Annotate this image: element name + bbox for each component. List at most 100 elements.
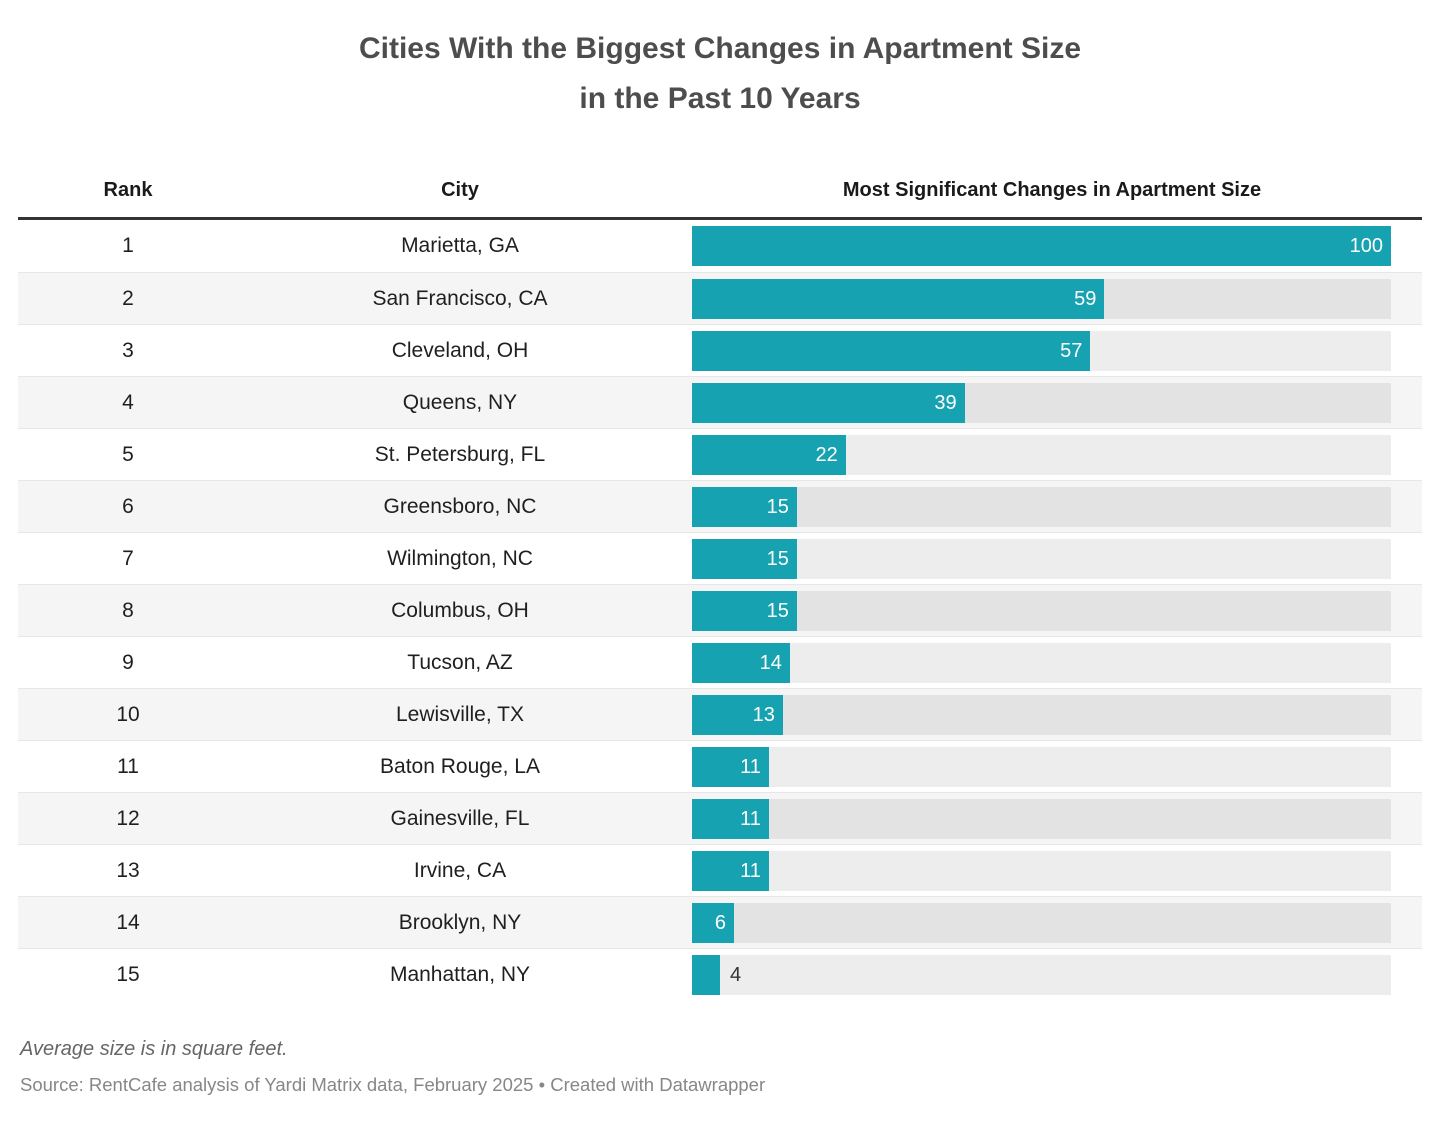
bar-track: 6 xyxy=(692,902,1391,943)
bar-track: 39 xyxy=(692,382,1391,423)
bar-track: 13 xyxy=(692,694,1391,735)
ranking-table: Rank City Most Significant Changes in Ap… xyxy=(18,124,1422,1000)
city-cell: Marietta, GA xyxy=(401,234,519,257)
rank-cell: 9 xyxy=(122,650,134,674)
bar-track: 15 xyxy=(692,590,1391,631)
rank-cell: 2 xyxy=(122,286,134,310)
bar-fill: 39 xyxy=(692,382,965,423)
table-row: 14 Brooklyn, NY 6 xyxy=(18,896,1422,948)
bar-track: 22 xyxy=(692,434,1391,475)
bar-track: 15 xyxy=(692,486,1391,527)
table-row: 4 Queens, NY 39 xyxy=(18,376,1422,428)
title-line-1: Cities With the Biggest Changes in Apart… xyxy=(358,32,1082,65)
table-row: 11 Baton Rouge, LA 11 xyxy=(18,740,1422,792)
bar-value-label: 39 xyxy=(934,391,957,414)
table-header-row: Rank City Most Significant Changes in Ap… xyxy=(18,124,1422,220)
city-cell: Greensboro, NC xyxy=(383,494,537,518)
rank-cell: 5 xyxy=(122,442,134,466)
bar-fill: 14 xyxy=(692,642,790,683)
bar-track: 15 xyxy=(692,538,1391,579)
title-line-2: in the Past 10 Years xyxy=(579,82,861,115)
bar-track: 11 xyxy=(692,850,1391,891)
city-cell: Cleveland, OH xyxy=(391,338,529,362)
bar-value-label: 100 xyxy=(1349,235,1383,257)
bar-track: 14 xyxy=(692,642,1391,683)
city-cell: Wilmington, NC xyxy=(387,546,533,570)
bar-fill xyxy=(692,954,720,995)
chart-source: Source: RentCafe analysis of Yardi Matri… xyxy=(20,1074,766,1095)
column-header-rank: Rank xyxy=(103,179,153,201)
bar-value-label: 13 xyxy=(752,703,775,726)
bar-track: 59 xyxy=(692,278,1391,319)
bar-fill: 59 xyxy=(692,278,1105,319)
rank-cell: 11 xyxy=(117,754,139,778)
bar-value-label: 59 xyxy=(1074,287,1097,310)
city-cell: St. Petersburg, FL xyxy=(374,442,546,466)
city-cell: San Francisco, CA xyxy=(372,286,548,310)
bar-value-label: 14 xyxy=(759,651,782,674)
city-cell: Brooklyn, NY xyxy=(398,910,522,934)
bar-value-label: 11 xyxy=(740,859,761,882)
page-title: Cities With the Biggest Changes in Apart… xyxy=(0,24,1440,124)
rank-cell: 6 xyxy=(122,494,134,518)
rank-cell: 3 xyxy=(122,338,134,362)
table-row: 3 Cleveland, OH 57 xyxy=(18,324,1422,376)
bar-fill: 100 xyxy=(692,226,1391,266)
rank-cell: 1 xyxy=(122,234,134,257)
bar-fill: 57 xyxy=(692,330,1091,371)
bar-fill: 6 xyxy=(692,902,734,943)
bar-track: 11 xyxy=(692,746,1391,787)
bar-fill: 13 xyxy=(692,694,783,735)
rank-cell: 10 xyxy=(116,702,140,726)
city-cell: Columbus, OH xyxy=(391,598,529,622)
rank-cell: 8 xyxy=(122,598,134,622)
bar-fill: 15 xyxy=(692,590,797,631)
table-row: 1 Marietta, GA 100 xyxy=(18,220,1422,272)
bar-value-label: 22 xyxy=(815,443,838,466)
table-body: 1 Marietta, GA 100 2 San Francisco, CA 5… xyxy=(18,220,1422,1000)
bar-value-label: 11 xyxy=(740,755,761,778)
rank-cell: 15 xyxy=(116,962,140,986)
table-row: 2 San Francisco, CA 59 xyxy=(18,272,1422,324)
bar-value-label: 11 xyxy=(740,807,761,830)
table-row: 5 St. Petersburg, FL 22 xyxy=(18,428,1422,480)
column-header-bar: Most Significant Changes in Apartment Si… xyxy=(842,179,1262,201)
bar-fill: 11 xyxy=(692,850,769,891)
bar-value-label: 15 xyxy=(766,599,789,622)
rank-cell: 12 xyxy=(116,806,140,830)
table-row: 6 Greensboro, NC 15 xyxy=(18,480,1422,532)
bar-fill: 15 xyxy=(692,486,797,527)
rank-cell: 4 xyxy=(122,390,134,414)
bar-track: 57 xyxy=(692,330,1391,371)
bar-fill: 11 xyxy=(692,746,769,787)
rank-cell: 7 xyxy=(122,546,134,570)
bar-track: 100 xyxy=(692,226,1391,266)
table-row: 15 Manhattan, NY 4 xyxy=(18,948,1422,1000)
chart-note: Average size is in square feet. xyxy=(20,1038,288,1060)
bar-value-label: 15 xyxy=(766,547,789,570)
table-row: 8 Columbus, OH 15 xyxy=(18,584,1422,636)
city-cell: Manhattan, NY xyxy=(389,962,531,986)
city-cell: Queens, NY xyxy=(402,390,518,414)
table-row: 12 Gainesville, FL 11 xyxy=(18,792,1422,844)
bar-fill: 15 xyxy=(692,538,797,579)
city-cell: Lewisville, TX xyxy=(396,702,524,726)
city-cell: Irvine, CA xyxy=(413,858,507,882)
bar-value-label: 15 xyxy=(766,495,789,518)
table-row: 7 Wilmington, NC 15 xyxy=(18,532,1422,584)
bar-fill: 11 xyxy=(692,798,769,839)
bar-track: 11 xyxy=(692,798,1391,839)
bar-value-label: 4 xyxy=(729,963,742,986)
bar-value-label: 57 xyxy=(1060,339,1083,362)
city-cell: Baton Rouge, LA xyxy=(380,754,540,778)
bar-value-label: 6 xyxy=(714,911,726,934)
table-row: 13 Irvine, CA 11 xyxy=(18,844,1422,896)
table-row: 9 Tucson, AZ 14 xyxy=(18,636,1422,688)
column-header-city: City xyxy=(441,179,479,201)
city-cell: Tucson, AZ xyxy=(407,650,513,674)
table-row: 10 Lewisville, TX 13 xyxy=(18,688,1422,740)
city-cell: Gainesville, FL xyxy=(390,806,530,830)
bar-track: 4 xyxy=(692,954,1391,995)
bar-fill: 22 xyxy=(692,434,846,475)
